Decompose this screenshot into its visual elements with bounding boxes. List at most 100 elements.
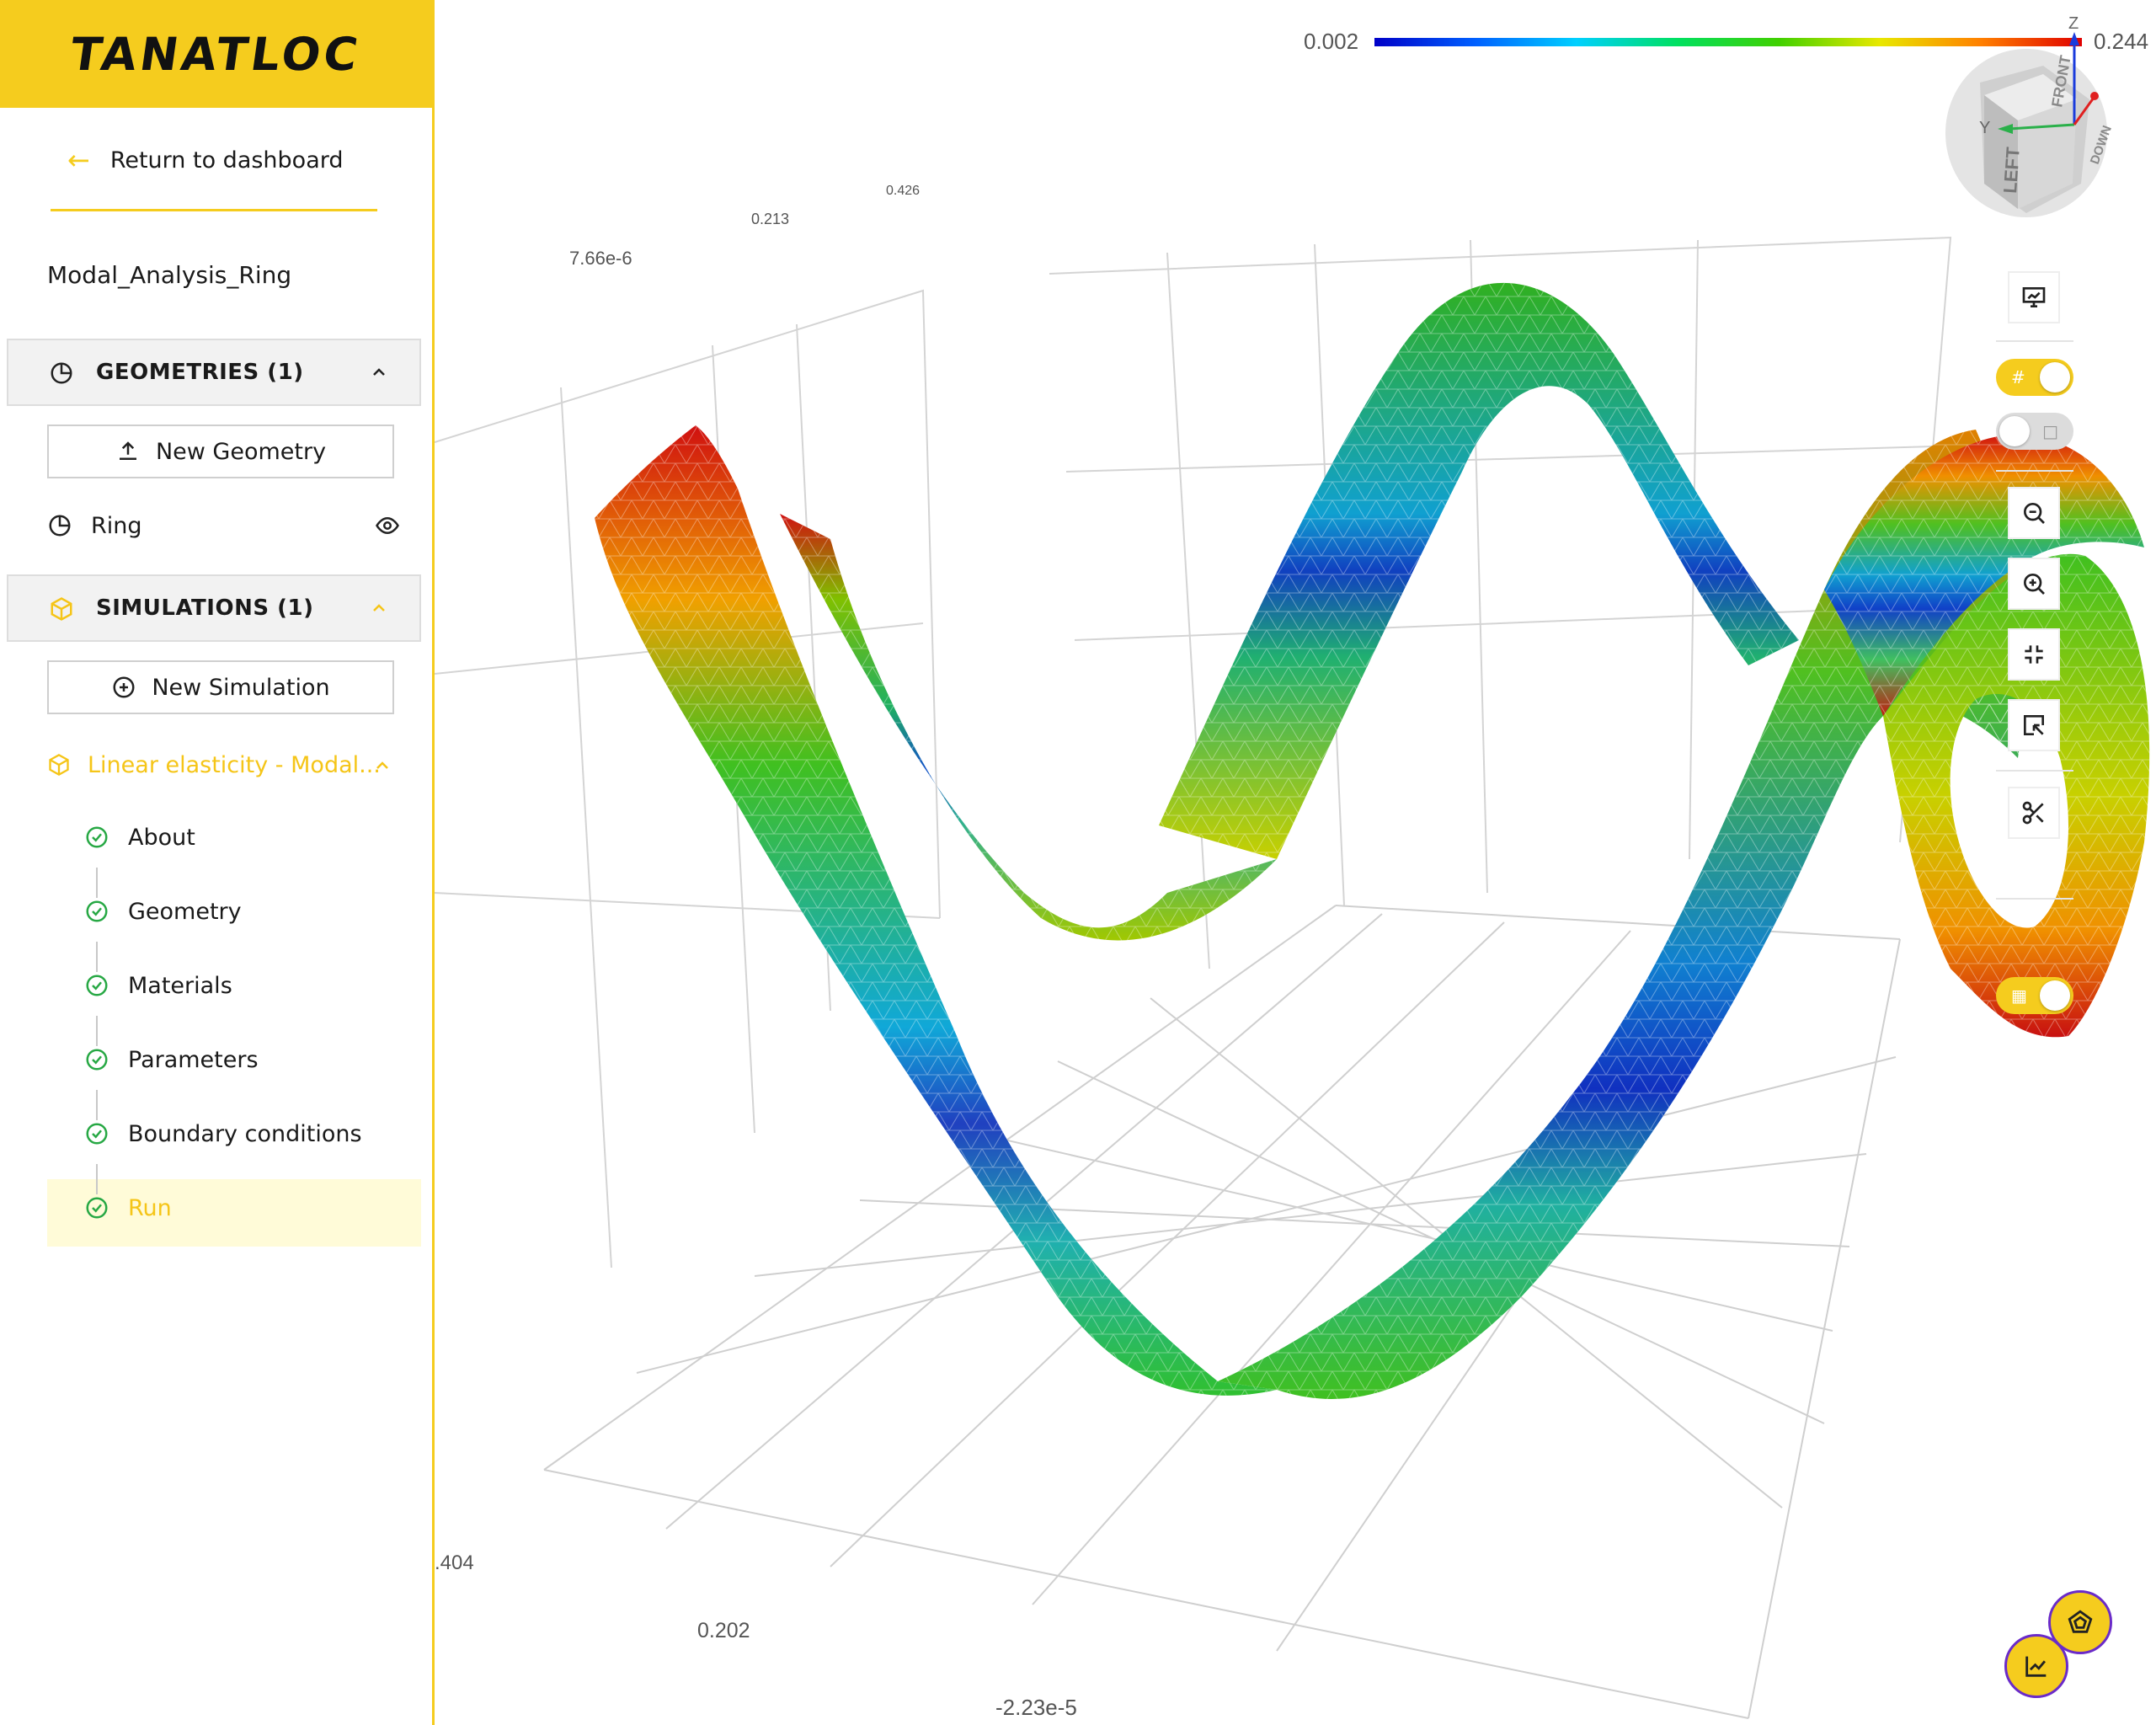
return-link-label: Return to dashboard <box>109 147 344 174</box>
navcube-left-label: LEFT <box>1999 146 2024 194</box>
ring-segment-left-outer-mesh <box>595 425 1277 1396</box>
toolbar-separator <box>1996 770 2073 772</box>
cut-plane-button[interactable] <box>2008 787 2060 839</box>
step-label: Parameters <box>128 1046 259 1073</box>
step-label: About <box>128 824 195 851</box>
display-mode-button[interactable] <box>2008 271 2060 323</box>
upload-icon <box>119 441 136 460</box>
simulation-item-label: Linear elasticity - Modal... <box>88 751 381 778</box>
navcube-z-label: Z <box>2068 15 2079 33</box>
toggle-knob <box>2040 980 2070 1011</box>
hash-icon: # <box>2011 367 2025 387</box>
chevron-up-icon[interactable] <box>369 362 389 382</box>
step-geometry[interactable]: Geometry <box>84 891 242 932</box>
navcube-y-label: Y <box>1979 119 1990 137</box>
scene-canvas[interactable] <box>435 0 2156 1725</box>
project-name: Modal_Analysis_Ring <box>47 261 292 289</box>
colorbar-max-label: 0.244 <box>2094 29 2149 54</box>
geometries-header-label: GEOMETRIES (1) <box>96 360 304 385</box>
table-icon: ▦ <box>2011 985 2027 1006</box>
pie-chart-icon <box>51 362 72 384</box>
step-connector <box>96 942 98 972</box>
geometries-section-header[interactable]: GEOMETRIES (1) <box>7 339 421 406</box>
axis-tick-label: 0.426 <box>886 184 921 198</box>
step-label: Materials <box>128 972 232 999</box>
x-axis-dot <box>2090 92 2099 100</box>
edges-toggle[interactable]: □ <box>1996 413 2073 450</box>
step-about[interactable]: About <box>84 817 195 857</box>
y-axis-arrow <box>1998 124 2013 134</box>
check-circle-icon <box>86 826 108 848</box>
check-circle-icon <box>86 1123 108 1145</box>
navcube-left-face <box>1984 95 2018 209</box>
check-circle-icon <box>86 1049 108 1071</box>
y-axis-line <box>2009 123 2075 131</box>
plus-circle-icon <box>113 676 135 698</box>
toolbar-separator <box>1996 470 2073 472</box>
new-geometry-button[interactable]: New Geometry <box>47 425 394 478</box>
chevron-up-icon[interactable] <box>372 756 392 776</box>
deformed-ring-mesh <box>595 282 2150 1399</box>
arrow-left-icon: ← <box>67 144 90 176</box>
zoom-out-icon <box>2024 503 2045 524</box>
return-underline <box>51 209 377 211</box>
zoom-out-button[interactable] <box>2008 487 2060 539</box>
cube-icon <box>49 753 69 777</box>
chevron-up-icon[interactable] <box>369 598 389 618</box>
new-simulation-label: New Simulation <box>152 674 330 701</box>
simulation-item-current[interactable]: Linear elasticity - Modal... <box>47 745 401 785</box>
axis-tick-label: 7.66e-6 <box>569 248 632 269</box>
ring-segment-left-inner-mesh <box>780 514 1277 941</box>
step-label: Boundary conditions <box>128 1120 362 1147</box>
step-connector <box>96 1090 98 1120</box>
cube-icon <box>51 597 72 621</box>
dashed-box-icon: □ <box>2042 421 2058 441</box>
navcube-top-face <box>1984 74 2077 120</box>
zoom-in-button[interactable] <box>2008 558 2060 610</box>
select-zoom-button[interactable] <box>2008 699 2060 751</box>
plot-panel-button[interactable] <box>2004 1634 2068 1698</box>
zoom-in-icon <box>2024 574 2045 595</box>
ring-segment-front-top-mesh <box>1824 434 2144 716</box>
step-run[interactable]: Run <box>84 1188 172 1228</box>
axis-tick-label: 0.213 <box>751 211 790 227</box>
sidebar: TANATLOC ← Return to dashboard Modal_Ana… <box>0 0 435 1725</box>
return-to-dashboard-link[interactable]: ← Return to dashboard <box>67 142 344 179</box>
step-materials[interactable]: Materials <box>84 965 232 1006</box>
3d-viewport[interactable]: 0.002 0.244 7.66e-6 0.213 0.426 .404 0.2… <box>435 0 2156 1725</box>
toolbar-separator <box>1996 340 2073 342</box>
logo: TANATLOC <box>67 27 365 81</box>
mesh-toggle[interactable]: # <box>1996 359 2073 396</box>
step-parameters[interactable]: Parameters <box>84 1039 259 1080</box>
z-axis-arrow <box>2069 32 2079 45</box>
geometry-item-ring[interactable]: Ring <box>47 505 401 546</box>
simulations-section-header[interactable]: SIMULATIONS (1) <box>7 574 421 642</box>
x-axis-line <box>2073 97 2095 126</box>
toggle-knob <box>1999 416 2030 446</box>
axis-tick-label: .404 <box>435 1551 474 1574</box>
colorbar <box>1374 38 2082 46</box>
axis-tick-label: -2.23e-5 <box>995 1695 1077 1720</box>
simulations-header-label: SIMULATIONS (1) <box>96 595 314 621</box>
colorbar-min-label: 0.002 <box>1304 29 1359 54</box>
fit-icon <box>2025 645 2043 664</box>
fit-view-button[interactable] <box>2008 628 2060 681</box>
logo-bar: TANATLOC <box>0 0 432 108</box>
step-label: Run <box>128 1194 172 1221</box>
toggle-knob <box>2040 362 2070 393</box>
presentation-chart-icon <box>2022 287 2046 307</box>
eye-icon[interactable] <box>374 513 401 538</box>
ring-segment-front-band-mesh <box>1218 430 2025 1399</box>
grid-toggle[interactable]: ▦ <box>1996 977 2073 1014</box>
step-connector <box>96 1164 98 1194</box>
check-circle-icon <box>86 900 108 922</box>
step-label: Geometry <box>128 898 242 925</box>
new-simulation-button[interactable]: New Simulation <box>47 660 394 714</box>
step-boundary-conditions[interactable]: Boundary conditions <box>84 1114 362 1154</box>
navigation-cube[interactable]: Z Y FRONT LEFT DOWN <box>1900 15 2119 234</box>
ring-segment-rear-arch-mesh <box>1159 282 1799 859</box>
check-circle-icon <box>86 1197 108 1219</box>
axis-tick-label: 0.202 <box>697 1619 750 1642</box>
toolbar-separator <box>1996 898 2073 900</box>
line-chart-icon <box>2025 1656 2047 1677</box>
